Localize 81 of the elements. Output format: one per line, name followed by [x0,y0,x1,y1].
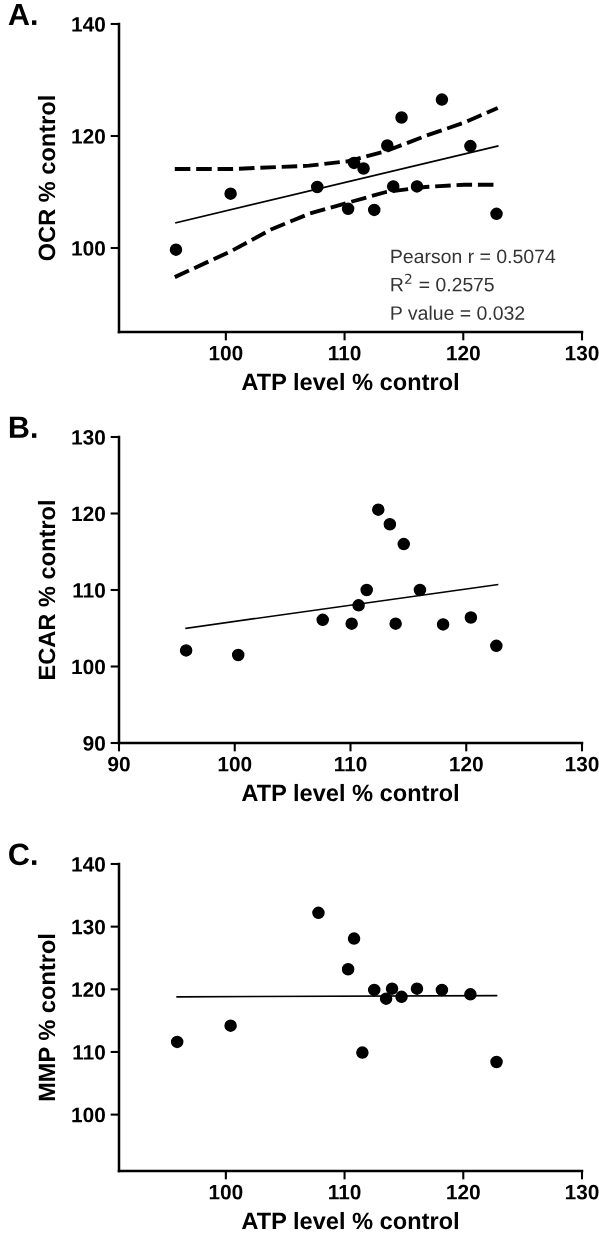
point [347,932,361,945]
y-tick-label: 120 [72,982,105,998]
point [435,93,449,106]
point [231,648,245,662]
point [397,537,410,551]
x-axis-title: ATP level % control [241,1211,458,1230]
point [341,202,355,216]
point [356,1046,369,1059]
y-axis-title: OCR % control [37,96,56,261]
point [357,162,370,175]
point [464,139,477,153]
y-tick-label: 130 [72,919,105,935]
x-tick-label: 130 [565,1184,599,1200]
point [316,613,329,627]
y-tick-label: 140 [72,17,105,32]
point [490,639,503,653]
point [413,583,427,597]
annotation: R$^{2}$ = 0.2575 [391,273,494,292]
x-axis-title: ATP level % control [241,372,458,391]
point [385,982,399,995]
x-tick-label: 110 [335,756,367,772]
point [312,906,325,920]
y-tick-label: 120 [72,506,105,522]
point [490,1055,503,1069]
point [383,517,397,531]
point [169,243,183,256]
point [367,983,381,997]
y-axis-title: MMP % control [37,934,56,1101]
x-tick-label: 100 [209,1184,243,1200]
x-tick-label: 100 [209,345,243,361]
point [395,111,408,124]
point [360,583,373,597]
x-tick-label: 120 [447,1184,480,1200]
point [224,1019,237,1032]
chart-title: C. [9,843,37,866]
y-tick-label: 110 [73,1044,105,1060]
x-tick-label: 130 [565,345,599,361]
point [345,617,358,630]
point [435,983,449,997]
point [170,1035,184,1049]
y-tick-label: 100 [72,1107,105,1123]
point [436,618,450,631]
point [347,156,361,170]
x-tick-label: 100 [218,756,252,772]
y-tick-label: 140 [72,857,105,872]
point [410,982,424,995]
y-axis-title: ECAR % control [37,501,56,679]
point [311,180,324,194]
x-tick-label: 120 [447,345,480,361]
annotation: Pearson r = 0.5074 [391,249,556,264]
y-tick-label: 130 [72,430,105,445]
point [381,139,394,152]
x-tick-label: 110 [329,1184,361,1200]
annotation: P value = 0.032 [391,305,525,320]
point [352,599,365,612]
point [386,180,400,193]
chart-title: A. [8,3,37,25]
y-tick-label: 100 [72,241,105,256]
x-axis-title: ATP level % control [241,783,458,802]
point [464,988,477,1001]
x-tick-label: 130 [565,756,599,772]
x-tick-label: 120 [450,756,483,772]
point [224,187,237,200]
line-series [172,106,500,171]
point [490,207,503,221]
point [395,990,408,1004]
y-tick-label: 100 [72,659,105,675]
chart-title: B. [9,416,37,438]
point [372,503,385,516]
point [389,617,402,630]
y-tick-label: 120 [72,129,105,144]
point [341,963,355,976]
point [379,992,393,1005]
x-tick-label: 110 [329,345,361,361]
x-tick-label: 90 [108,756,130,772]
point [367,203,381,217]
point [464,611,478,624]
point [179,644,193,657]
point [410,180,424,193]
y-tick-label: 90 [83,736,105,751]
y-tick-label: 110 [73,583,105,598]
